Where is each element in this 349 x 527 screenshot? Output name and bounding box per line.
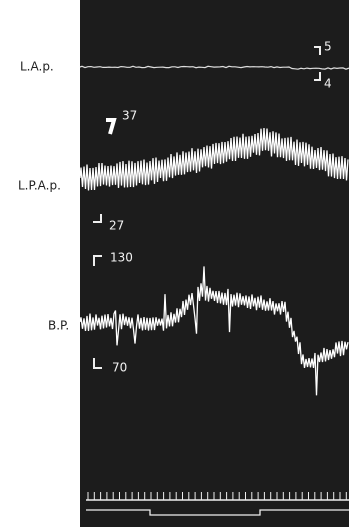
scale-label: 5	[324, 40, 332, 54]
trace-label: L.P.A.p.	[18, 179, 61, 193]
scale-label: 130	[110, 251, 133, 265]
scale-label: 70	[112, 361, 127, 375]
scale-label: 27	[109, 219, 124, 233]
scale-label: 4	[324, 77, 332, 91]
trace-label: L.A.p.	[20, 60, 54, 74]
recording-figure: L.A.p. L.P.A.p. B.P. 5 4 37 27 130 70	[0, 0, 349, 527]
scale-label: 37	[122, 109, 137, 123]
trace-label: B.P.	[48, 319, 69, 333]
page: {"traces": { "la_p": {"label": "L.A.p.",…	[0, 0, 349, 527]
